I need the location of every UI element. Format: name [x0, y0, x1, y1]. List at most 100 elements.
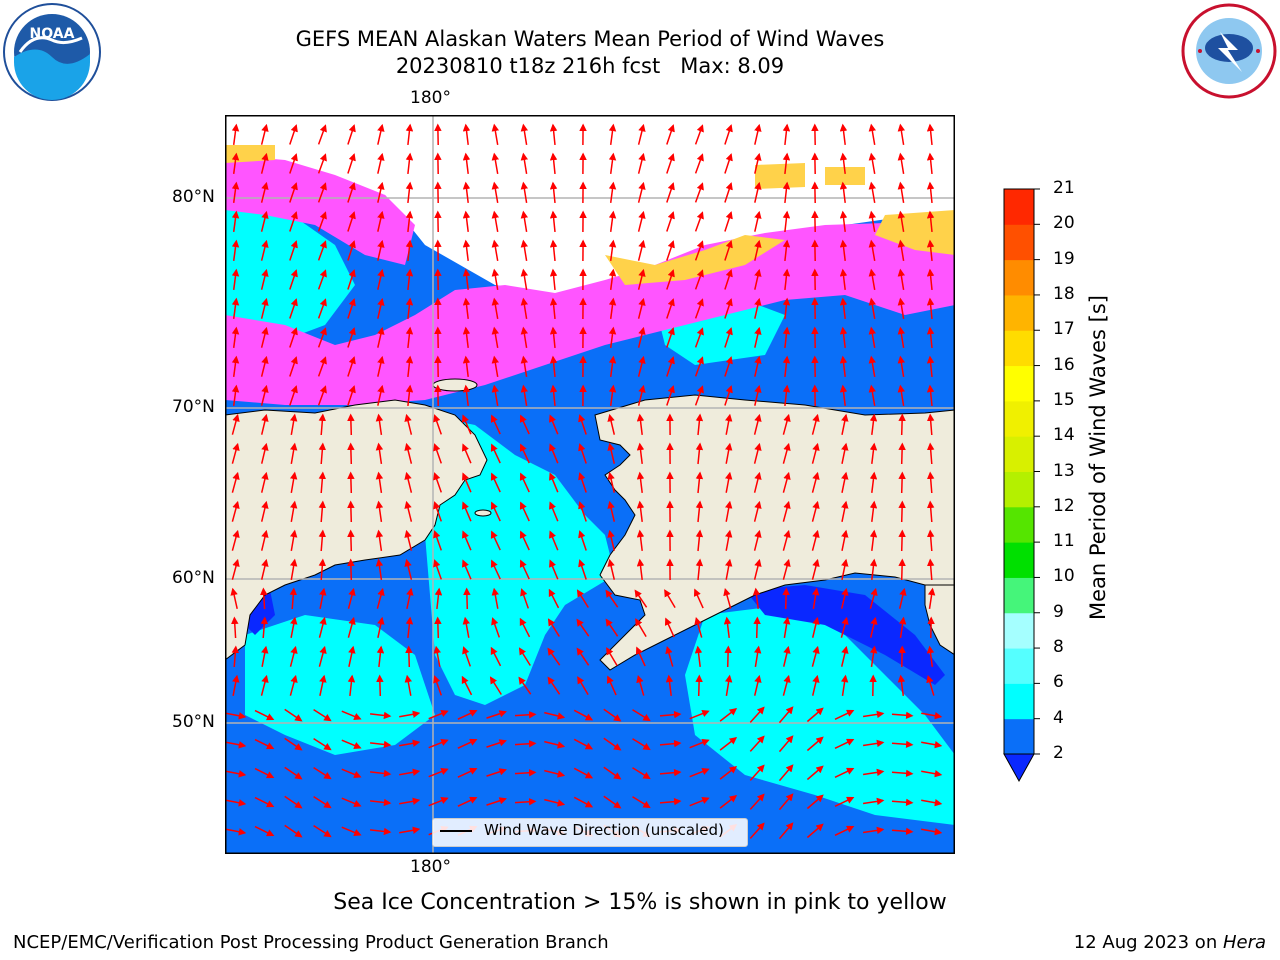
wind-wave-arrow: [457, 767, 478, 778]
wind-wave-arrow: [666, 240, 675, 261]
wind-wave-arrow: [289, 645, 298, 667]
wind-wave-arrow: [921, 769, 943, 778]
wind-wave-arrow: [897, 384, 906, 407]
legend-text: Wind Wave Direction (unscaled): [484, 821, 724, 839]
wind-wave-arrow: [841, 529, 849, 551]
wind-wave-arrow: [926, 500, 935, 523]
wind-wave-arrow: [491, 210, 500, 233]
lat-label-50: 50°N: [172, 712, 215, 732]
wind-wave-arrow: [433, 559, 443, 580]
colorbar-tick-label: 17: [1053, 319, 1075, 340]
wind-wave-arrow: [605, 618, 619, 637]
wind-wave-arrow: [719, 707, 738, 722]
wind-wave-arrow: [753, 558, 762, 580]
wind-wave-arrow: [232, 674, 240, 696]
wind-wave-arrow: [231, 210, 240, 232]
wind-wave-arrow: [519, 472, 530, 493]
wind-wave-arrow: [576, 647, 590, 666]
wind-wave-arrow: [782, 442, 791, 464]
wind-wave-arrow: [370, 769, 392, 778]
wind-wave-arrow: [607, 529, 616, 551]
wind-wave-arrow: [261, 645, 269, 667]
wind-wave-arrow: [289, 558, 298, 581]
wind-wave-arrow: [289, 327, 298, 348]
wind-wave-arrow: [376, 587, 385, 609]
wind-wave-arrow: [637, 181, 646, 203]
wind-wave-arrow: [897, 152, 906, 175]
wind-wave-arrow: [666, 182, 675, 203]
wind-wave-arrow: [782, 674, 791, 696]
wind-wave-arrow: [231, 384, 240, 406]
wind-wave-arrow: [578, 501, 587, 522]
colorbar-tick-label: 2: [1053, 743, 1064, 763]
wind-wave-arrow: [689, 797, 710, 807]
wind-wave-arrow: [520, 181, 529, 204]
wind-wave-arrow: [399, 826, 421, 834]
colorbar-tick-label: 6: [1053, 672, 1064, 693]
wind-wave-arrow: [695, 529, 704, 552]
wind-wave-arrow: [749, 764, 765, 781]
wind-wave-arrow: [898, 558, 906, 581]
wind-wave-arrow: [260, 500, 269, 522]
wind-wave-arrow: [549, 239, 558, 261]
wind-wave-arrow: [461, 501, 472, 522]
wind-wave-arrow: [637, 297, 646, 319]
wind-wave-arrow: [749, 793, 765, 810]
wind-wave-arrow: [347, 413, 355, 436]
wind-wave-arrow: [347, 269, 356, 290]
wind-wave-arrow: [231, 471, 240, 493]
wind-wave-arrow: [289, 674, 298, 696]
wind-wave-arrow: [782, 210, 791, 232]
wind-wave-arrow: [399, 797, 421, 805]
wind-wave-arrow: [636, 558, 645, 580]
wind-wave-arrow: [834, 767, 855, 778]
wind-wave-arrow: [549, 559, 559, 580]
wind-wave-arrow: [377, 239, 385, 261]
wind-wave-arrow: [462, 355, 471, 377]
wind-wave-arrow: [375, 442, 384, 465]
wind-wave-arrow: [231, 181, 240, 203]
wind-wave-arrow: [520, 268, 529, 291]
wind-wave-arrow: [370, 798, 392, 807]
wind-wave-arrow: [607, 558, 616, 580]
wind-wave-arrow: [608, 239, 617, 261]
wind-wave-arrow: [520, 210, 529, 233]
wind-wave-arrow: [841, 500, 849, 522]
wind-wave-arrow: [375, 529, 384, 552]
wind-wave-arrow: [573, 767, 594, 779]
wind-wave-arrow: [347, 327, 356, 348]
colorbar-segment: [1004, 718, 1034, 755]
wind-wave-arrow: [778, 822, 794, 840]
wind-wave-arrow: [869, 529, 878, 551]
wind-wave-arrow: [404, 558, 413, 580]
wind-wave-arrow: [520, 297, 529, 320]
wind-wave-arrow: [462, 123, 471, 145]
wind-wave-arrow: [869, 413, 878, 435]
wind-wave-arrow: [377, 384, 385, 406]
colorbar-segment: [1004, 506, 1034, 543]
wind-wave-arrow: [869, 616, 878, 638]
wind-wave-arrow: [549, 268, 558, 290]
wind-wave-arrow: [666, 327, 675, 348]
wind-wave-arrow: [782, 297, 791, 319]
wind-wave-arrow: [341, 768, 362, 778]
wind-wave-arrow: [225, 828, 247, 836]
wind-wave-arrow: [317, 327, 327, 348]
wind-wave-arrow: [462, 239, 471, 261]
wind-wave-arrow: [694, 298, 704, 319]
wind-wave-arrow: [519, 559, 530, 580]
wind-wave-arrow: [490, 559, 501, 580]
wind-wave-arrow: [573, 796, 594, 808]
wind-wave-arrow: [806, 736, 824, 752]
wind-wave-arrow: [260, 616, 269, 639]
wind-wave-arrow: [694, 211, 704, 232]
wind-wave-arrow: [665, 674, 674, 696]
wind-wave-arrow: [811, 442, 820, 464]
wind-wave-arrow: [520, 152, 529, 175]
wind-wave-arrow: [318, 558, 327, 581]
legend-line-swatch: [440, 830, 472, 832]
wind-wave-arrow: [370, 740, 392, 749]
wind-wave-arrow: [548, 588, 560, 609]
wind-wave-arrow: [778, 735, 794, 753]
wind-wave-arrow: [405, 210, 414, 232]
